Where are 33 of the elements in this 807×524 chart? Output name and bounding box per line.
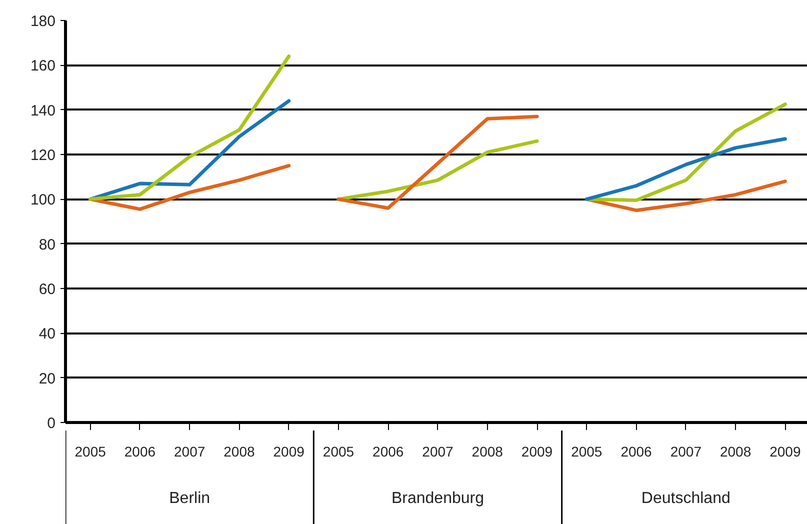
x-tick-label: 2005 [571, 444, 602, 460]
y-tick-label: 80 [38, 236, 56, 254]
x-tick-label: 2007 [422, 444, 454, 460]
y-tick-label: 40 [38, 326, 56, 343]
x-tick-label: 2009 [273, 444, 305, 460]
y-tick-label: 100 [30, 192, 56, 209]
line-series [584, 102, 787, 202]
line-series [88, 54, 291, 201]
x-tick-label: 2006 [620, 444, 652, 460]
line-series [336, 139, 539, 201]
x-tick-label: 2009 [770, 444, 801, 460]
y-tick-label: 140 [30, 102, 56, 120]
y-tick-label: 20 [38, 370, 56, 388]
x-tick-label: 2008 [224, 444, 255, 460]
x-tick-label: 2007 [670, 444, 702, 460]
x-tick-label: 2007 [174, 444, 206, 460]
y-tick-label: 160 [30, 58, 56, 75]
x-tick-label: 2005 [74, 444, 106, 460]
line-series [584, 137, 787, 201]
x-tick-label: 2008 [472, 444, 504, 460]
x-tick-label: 2005 [322, 444, 354, 460]
line-series [336, 114, 539, 210]
x-tick-label: 2006 [372, 444, 404, 460]
text: Berlin [169, 490, 210, 508]
x-tick-label: 2006 [124, 444, 156, 460]
y-tick-label: 120 [30, 147, 56, 164]
y-tick-label: 0 [47, 415, 56, 432]
x-tick-label: 2009 [521, 444, 553, 460]
text: Deutschland [641, 490, 730, 508]
y-tick-label: 60 [38, 281, 56, 298]
text: Brandenburg [391, 490, 484, 508]
x-tick-label: 2008 [720, 444, 752, 460]
y-tick-label: 180 [30, 13, 56, 30]
